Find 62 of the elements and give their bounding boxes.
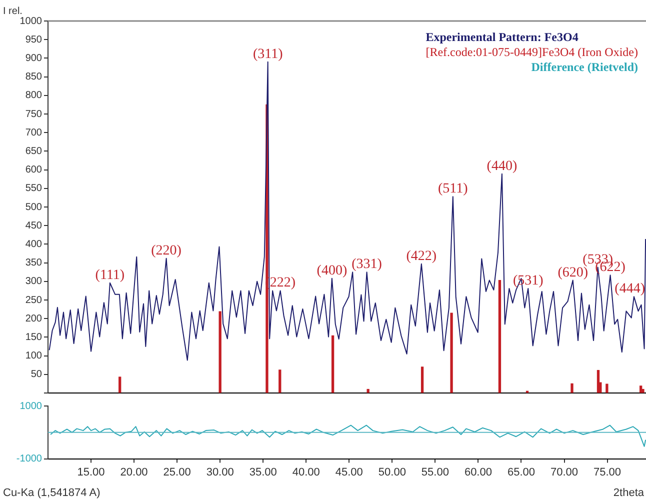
annotation: (440) bbox=[486, 158, 518, 174]
y-tick-label: 150 bbox=[25, 332, 42, 343]
y-tick-label: 250 bbox=[25, 294, 42, 306]
x-tick-label: 15.00 bbox=[77, 466, 105, 478]
y-tick-label: 350 bbox=[25, 258, 42, 269]
y-tick-label: 100 bbox=[25, 350, 42, 362]
y-tick-label: 400 bbox=[25, 238, 42, 250]
annotation: (220) bbox=[151, 243, 182, 258]
bar bbox=[366, 388, 370, 393]
x-tick-label: 40.00 bbox=[292, 466, 320, 478]
annotation: (111) bbox=[95, 268, 125, 283]
bar bbox=[218, 311, 222, 393]
x-tick-label: 65.00 bbox=[507, 466, 536, 478]
x-tick-label: 30.00 bbox=[206, 466, 234, 478]
annotation: (444) bbox=[614, 282, 646, 297]
x-axis-title: 2theta bbox=[613, 487, 645, 499]
y-tick-label: 450 bbox=[25, 220, 42, 232]
y-tick-label: 750 bbox=[25, 108, 42, 120]
annotation: (511) bbox=[438, 182, 468, 197]
bar bbox=[331, 335, 334, 393]
annotation: (400) bbox=[316, 263, 348, 278]
y-tick-label: -1000 bbox=[16, 454, 42, 465]
x-tick-label: 50.00 bbox=[378, 466, 406, 478]
bar bbox=[278, 370, 282, 393]
bar bbox=[498, 280, 502, 393]
y-tick-label: 550 bbox=[25, 183, 42, 194]
bar bbox=[642, 388, 644, 393]
x-tick-label: 55.00 bbox=[421, 466, 449, 478]
y-tick-label: 950 bbox=[25, 34, 42, 46]
x-tick-label: 60.00 bbox=[464, 466, 492, 478]
y-tick-label: 650 bbox=[25, 146, 42, 157]
bar bbox=[570, 383, 574, 393]
y-tick-label: 50 bbox=[30, 369, 42, 380]
x-tick-label: 20.00 bbox=[120, 466, 148, 478]
bar bbox=[450, 312, 453, 393]
y-tick-label: 1000 bbox=[20, 16, 42, 27]
annotation: (620) bbox=[558, 265, 588, 280]
x-tick-label: 35.00 bbox=[249, 466, 277, 478]
x-tick-label: 75.00 bbox=[594, 466, 622, 478]
x-tick-label: 70.00 bbox=[550, 466, 578, 478]
x-tick-label: 25.00 bbox=[163, 466, 191, 478]
y-tick-label: 700 bbox=[25, 127, 42, 138]
y-tick-label: 200 bbox=[25, 313, 42, 324]
annotation: (331) bbox=[352, 257, 382, 272]
text: Difference (Rietveld) bbox=[531, 60, 638, 75]
bar bbox=[606, 384, 608, 393]
y-axis-title: I rel. bbox=[3, 6, 22, 17]
y-tick-label: 500 bbox=[25, 202, 42, 213]
y-tick-label: 1000 bbox=[20, 400, 42, 412]
annotation: (311) bbox=[252, 46, 284, 62]
y-tick-label: 300 bbox=[25, 276, 42, 288]
bar bbox=[118, 376, 122, 393]
y-tick-label: 800 bbox=[25, 90, 42, 102]
y-tick-label: 850 bbox=[25, 72, 42, 83]
x-tick-label: 45.00 bbox=[335, 466, 363, 478]
annotation: (422) bbox=[406, 248, 437, 264]
text: Experimental Pattern: Fe3O4 bbox=[426, 30, 580, 45]
y-tick-label: 600 bbox=[25, 164, 42, 176]
bar bbox=[420, 366, 424, 393]
text: [Ref.code:01-075-0449]Fe3O4 (Iron Oxide) bbox=[426, 45, 638, 60]
y-tick-label: 900 bbox=[25, 52, 42, 64]
text: Cu-Ka (1,541874 A) bbox=[3, 487, 100, 499]
